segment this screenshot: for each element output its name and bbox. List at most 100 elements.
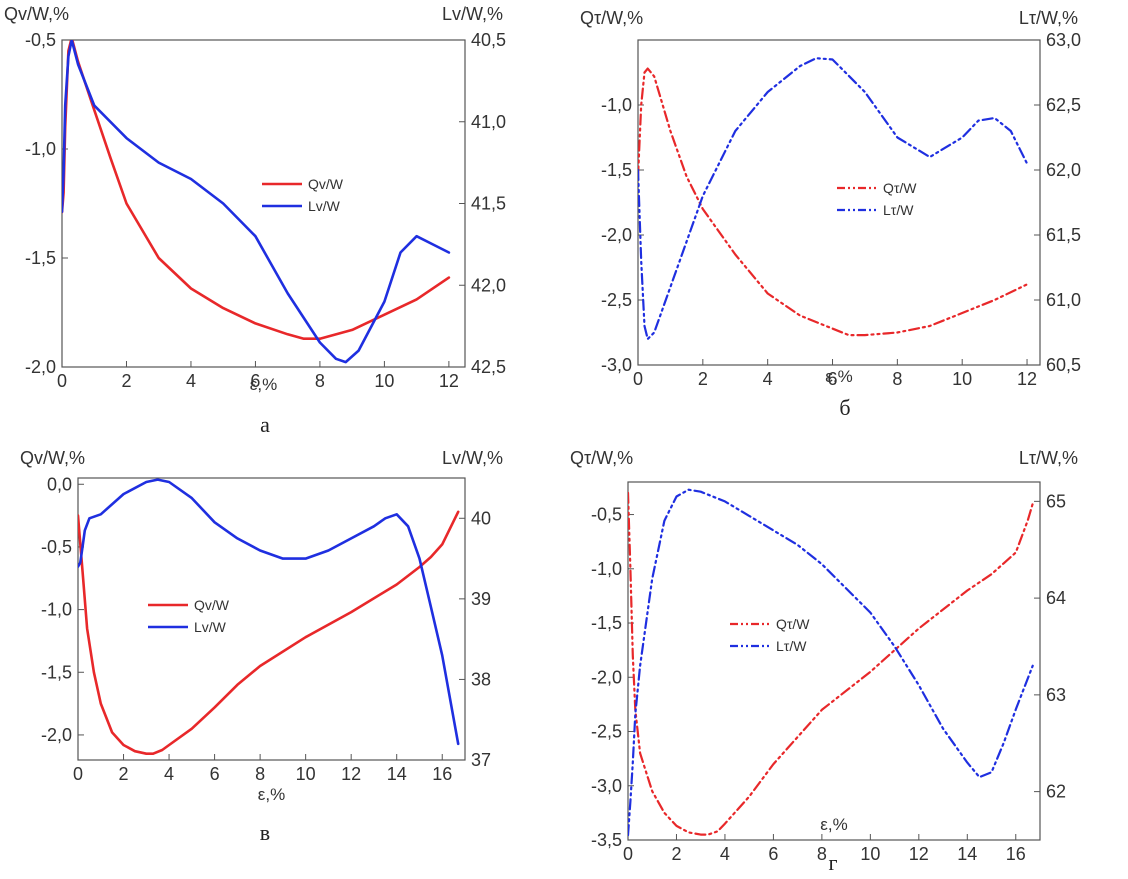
y-right-tick-label: 37: [471, 750, 491, 770]
series-line-lw: [638, 57, 1029, 341]
y-right-tick-label: 63: [1046, 685, 1066, 705]
x-tick-label: 0: [57, 371, 67, 391]
legend-label: Lv/W: [194, 619, 227, 635]
x-tick-label: 10: [374, 371, 394, 391]
legend: Qv/W Lv/W: [148, 597, 230, 635]
x-tick-label: 6: [250, 371, 260, 391]
x-tick-label: 2: [698, 369, 708, 389]
legend: Qv/W Lv/W: [262, 176, 344, 214]
x-tick-label: 10: [860, 844, 880, 864]
legend-label: Qτ/W: [883, 180, 917, 196]
y-right-axis-title: Lτ/W,%: [1019, 8, 1078, 28]
x-tick-label: 14: [387, 764, 407, 784]
x-tick-label: 0: [633, 369, 643, 389]
y-right-tick-label: 62,0: [1046, 160, 1081, 180]
y-right-tick-label: 42,5: [471, 357, 506, 377]
x-tick-label: 14: [957, 844, 977, 864]
chart-panel-3: 0 2 4 6 8 10 12 14 16 0,0 -0,5 -1,0 -1,5 -2,0 40 39 38 37…: [20, 448, 503, 845]
x-tick-label: 6: [828, 369, 838, 389]
series-line-lvw: [62, 40, 451, 364]
y-left-tick-label: -1,5: [25, 248, 56, 268]
y-left-tick-label: -1,0: [601, 95, 632, 115]
x-tick-label: 8: [817, 844, 827, 864]
y-left-tick-label: -0,5: [41, 537, 72, 557]
y-right-tick-label: 65: [1046, 491, 1066, 511]
y-left-tick-label: -3,5: [591, 830, 622, 850]
y-left-tick-label: 0,0: [47, 474, 72, 494]
y-right-tick-label: 61,5: [1046, 225, 1081, 245]
plot-frame: [61, 39, 466, 368]
legend-label: Qv/W: [194, 597, 230, 613]
y-left-tick-label: -3,0: [601, 355, 632, 375]
x-tick-label: 8: [892, 369, 902, 389]
chart-panel-4: 0 2 4 6 8 10 12 14 16 -0,5 -1,0 -1,5 -2,0 -2,5 -3,0 -3,…: [570, 448, 1078, 875]
y-right-tick-label: 41,5: [471, 194, 506, 214]
series-line-qvw: [62, 40, 451, 341]
y-left-tick-label: -0,5: [25, 30, 56, 50]
legend-label: Lv/W: [308, 198, 341, 214]
panel-caption: в: [260, 820, 270, 845]
legend-label: Qτ/W: [776, 616, 810, 632]
y-left-tick-label: -2,0: [25, 357, 56, 377]
y-right-tick-label: 60,5: [1046, 355, 1081, 375]
y-left-tick-label: -2,0: [41, 725, 72, 745]
x-tick-label: 6: [210, 764, 220, 784]
panel-caption: г: [828, 850, 837, 875]
y-left-tick-label: -3,0: [591, 776, 622, 796]
x-tick-label: 12: [439, 371, 459, 391]
legend-label: Lτ/W: [776, 638, 807, 654]
chart-panel-2: 0 2 4 6 8 10 12 -1,0 -1,5 -2,0 -2,5 -3,0 60,5 61,0 61,…: [580, 8, 1081, 420]
y-left-axis-title: Qτ/W,%: [580, 8, 643, 28]
y-left-tick-label: -1,5: [41, 662, 72, 682]
x-tick-label: 6: [768, 844, 778, 864]
y-right-tick-label: 41,0: [471, 112, 506, 132]
x-axis-title: ε,%: [258, 785, 285, 804]
legend-label: Lτ/W: [883, 202, 914, 218]
x-axis-title: ε,%: [250, 375, 277, 394]
y-left-tick-label: -2,5: [591, 722, 622, 742]
y-right-tick-label: 61,0: [1046, 290, 1081, 310]
y-right-tick-label: 62: [1046, 782, 1066, 802]
series-line-lvw: [78, 478, 460, 746]
y-left-tick-label: -1,5: [601, 160, 632, 180]
x-axis-title: ε,%: [820, 815, 847, 834]
y-left-axis-title: Qv/W,%: [20, 448, 85, 468]
series-line-qw: [638, 67, 1029, 337]
y-right-axis-title: Lτ/W,%: [1019, 448, 1078, 468]
x-axis-title: ε,%: [825, 367, 852, 386]
series-line-lw: [628, 488, 1034, 837]
panel-caption: а: [260, 412, 270, 437]
x-tick-label: 0: [73, 764, 83, 784]
x-tick-label: 2: [671, 844, 681, 864]
x-tick-label: 12: [341, 764, 361, 784]
y-right-tick-label: 64: [1046, 588, 1066, 608]
plot-frame: [77, 477, 466, 761]
y-left-tick-label: -1,0: [41, 600, 72, 620]
legend: Qτ/W Lτ/W: [837, 180, 917, 218]
x-tick-label: 10: [296, 764, 316, 784]
y-right-tick-label: 62,5: [1046, 95, 1081, 115]
x-tick-label: 12: [909, 844, 929, 864]
plot-frame: [627, 481, 1041, 841]
y-left-tick-label: -1,0: [591, 559, 622, 579]
y-left-tick-label: -1,0: [25, 139, 56, 159]
series-line-qw: [628, 491, 1034, 836]
series-line-qvw: [78, 510, 460, 756]
y-right-tick-label: 40,5: [471, 30, 506, 50]
legend: Qτ/W Lτ/W: [730, 616, 810, 654]
x-tick-label: 16: [432, 764, 452, 784]
x-tick-label: 4: [164, 764, 174, 784]
y-left-tick-label: -2,0: [601, 225, 632, 245]
legend-label: Qv/W: [308, 176, 344, 192]
x-tick-label: 8: [315, 371, 325, 391]
y-right-tick-label: 63,0: [1046, 30, 1081, 50]
x-tick-label: 4: [763, 369, 773, 389]
x-tick-label: 12: [1017, 369, 1037, 389]
y-left-tick-label: -0,5: [591, 505, 622, 525]
x-tick-label: 0: [623, 844, 633, 864]
plot-frame: [637, 39, 1041, 366]
x-tick-label: 16: [1006, 844, 1026, 864]
y-left-tick-label: -2,5: [601, 290, 632, 310]
y-right-tick-label: 39: [471, 589, 491, 609]
